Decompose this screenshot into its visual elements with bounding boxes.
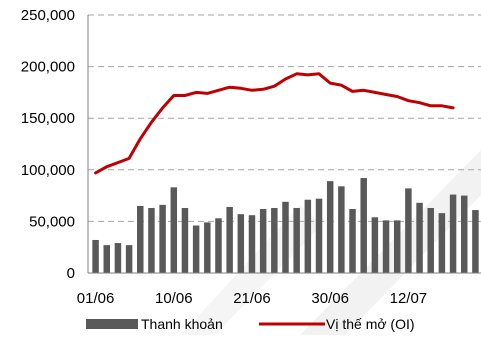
bar [181,207,189,273]
x-tick-label: 01/06 [77,290,115,307]
bar [293,207,300,273]
bar [215,218,222,273]
bar [427,207,434,273]
bar [472,210,479,273]
bar [360,178,367,273]
bar [92,239,99,273]
y-tick-label: 50,000 [29,213,75,230]
grid-lines [88,14,481,222]
bar [304,199,312,273]
watermark-stripe [300,150,481,335]
y-tick-label: 150,000 [21,110,75,127]
bar [226,206,233,273]
x-axis-tick-labels: 01/06 10/06 21/06 30/06 12/07 [77,290,427,307]
bar [125,245,133,273]
legend: Thanh khoản Vị thế mở (OI) [86,316,415,332]
line-path [94,72,455,175]
bar [326,181,334,273]
bar [382,220,390,273]
bar [461,195,468,273]
bar [371,217,379,273]
bar [159,204,166,273]
y-tick-label: 0 [67,265,75,282]
bar-series-thanh-khoan [92,178,479,273]
bar [271,207,278,273]
y-tick-label: 200,000 [21,59,75,76]
bar [103,245,110,273]
bar [315,198,323,273]
bar [393,220,401,273]
bar [405,188,412,273]
bar [349,209,356,273]
y-tick-label: 100,000 [21,162,75,179]
bar [237,214,245,273]
bar [416,202,423,273]
y-tick-label: 250,000 [21,7,75,24]
bar [438,213,446,273]
bar [192,225,200,273]
bar [338,186,345,273]
line-series-vi-the-mo [94,72,455,175]
bar [449,194,457,273]
axes [87,15,481,274]
y-axis-tick-labels: 0 50,000 100,000 150,000 200,000 250,000 [21,7,75,282]
bar [248,215,256,273]
bar [137,205,144,273]
legend-swatch-thanh-khoan [86,319,138,329]
legend-label-thanh-khoan: Thanh khoản [141,316,223,332]
x-tick-label: 12/07 [390,290,428,307]
bar [259,209,267,273]
bar [114,243,122,273]
bar [282,201,289,273]
bar [148,207,155,273]
bar [170,187,178,273]
x-tick-label: 10/06 [155,290,193,307]
x-tick-label: 30/06 [311,290,349,307]
legend-label-vi-the-mo: Vị thế mở (OI) [326,316,415,332]
bar [204,222,211,273]
x-tick-label: 21/06 [233,290,271,307]
